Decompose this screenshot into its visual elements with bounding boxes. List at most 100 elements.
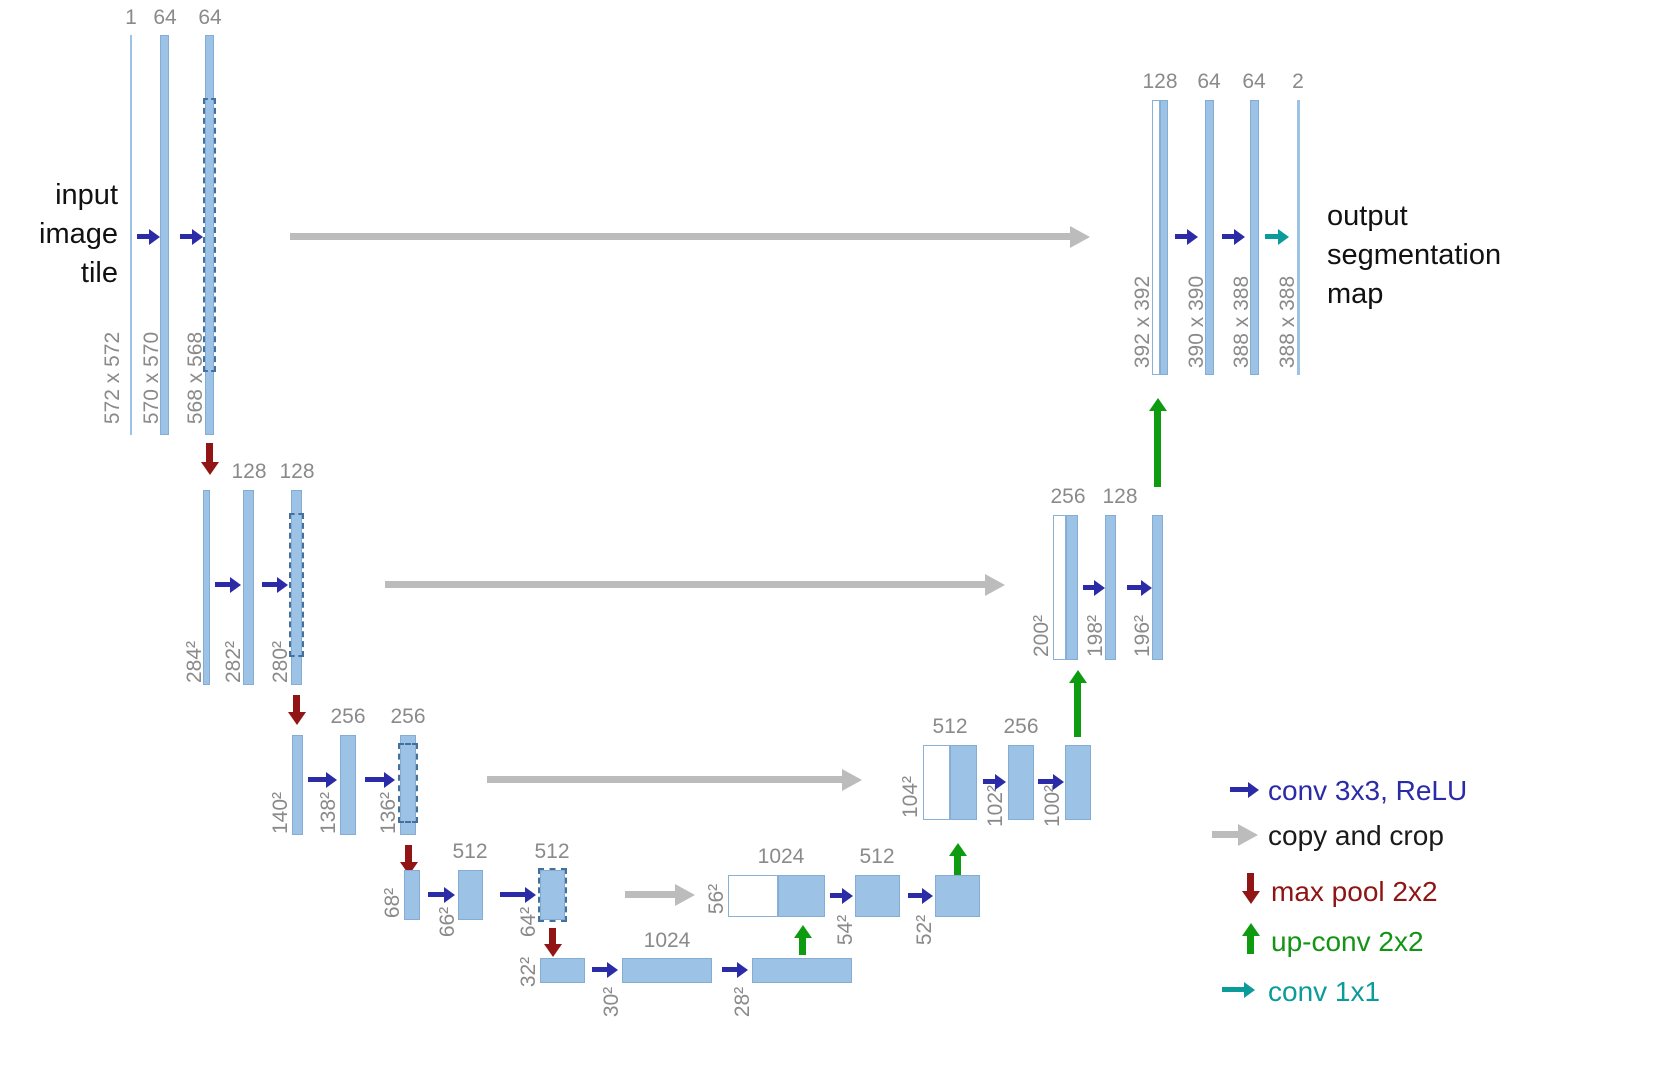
spatial-size-label: 200²	[1030, 614, 1053, 658]
copied-feature-map-bar	[728, 875, 778, 917]
feature-map-bar	[1160, 100, 1168, 375]
channel-count-label: 64	[1197, 70, 1221, 93]
conv-arrow	[1175, 234, 1187, 239]
up-conv-arrow	[954, 856, 961, 875]
crop-outline	[398, 743, 418, 823]
feature-map-bar	[203, 490, 210, 685]
spatial-size-label: 104²	[899, 775, 922, 819]
channel-count-label: 128	[231, 460, 267, 483]
crop-outline	[203, 98, 216, 372]
spatial-size-label: 66²	[436, 906, 459, 938]
conv-1x1-arrow-legend-icon	[1222, 987, 1244, 992]
copy-crop-arrow	[487, 776, 842, 783]
feature-map-bar	[1105, 515, 1116, 660]
spatial-size-label: 136²	[377, 791, 400, 835]
legend-conv1x1-label: conv 1x1	[1268, 976, 1381, 1007]
spatial-size-label: 282²	[222, 640, 245, 684]
feature-map-bar	[205, 35, 214, 435]
feature-map-bar	[855, 875, 900, 917]
up-conv-arrow	[799, 938, 806, 955]
spatial-size-label: 568 x 568	[184, 331, 207, 425]
copied-feature-map-bar	[1053, 515, 1066, 660]
conv-arrow	[592, 967, 607, 972]
conv-arrow	[1222, 234, 1234, 239]
conv-arrow	[308, 777, 326, 782]
channel-count-label: 512	[534, 840, 570, 863]
output-segmentation-map-label: output segmentation map	[1327, 197, 1587, 314]
channel-count-label: 256	[390, 705, 426, 728]
feature-map-bar	[950, 745, 977, 820]
output-label-line3: map	[1327, 278, 1384, 310]
spatial-size-label: 196²	[1131, 614, 1154, 658]
crop-outline	[289, 513, 304, 657]
spatial-size-label: 54²	[834, 914, 857, 946]
spatial-size-label: 52²	[913, 914, 936, 946]
conv-arrow	[1127, 585, 1141, 590]
feature-map-bar	[1297, 100, 1300, 375]
max-pool-arrow	[293, 695, 300, 712]
copy-crop-arrow-legend-icon	[1212, 831, 1238, 838]
spatial-size-label: 572 x 572	[101, 331, 124, 425]
legend-copy-crop-label: copy and crop	[1268, 820, 1444, 851]
max-pool-arrow-legend-icon	[1247, 873, 1254, 891]
channel-count-label: 256	[1050, 485, 1086, 508]
legend-max-pool-label: max pool 2x2	[1271, 876, 1438, 907]
up-conv-arrow-legend-icon	[1247, 936, 1254, 954]
spatial-size-label: 392 x 392	[1131, 275, 1154, 369]
conv-arrow	[137, 234, 149, 239]
channel-count-label: 512	[452, 840, 488, 863]
feature-map-bar	[1152, 515, 1163, 660]
channel-count-label: 1024	[757, 845, 805, 868]
spatial-size-label: 28²	[731, 986, 754, 1018]
max-pool-arrow	[405, 845, 412, 862]
up-conv-arrow	[1154, 411, 1161, 487]
max-pool-arrow	[206, 443, 213, 462]
spatial-size-label: 388 x 388	[1276, 275, 1299, 369]
copied-feature-map-bar	[1152, 100, 1160, 375]
conv-arrow-legend-icon	[1230, 787, 1248, 792]
channel-count-label: 64	[198, 6, 222, 29]
feature-map-bar	[400, 735, 416, 835]
feature-map-bar	[540, 958, 585, 983]
conv-arrow	[262, 582, 277, 587]
spatial-size-label: 100²	[1041, 784, 1064, 828]
crop-outline	[538, 868, 567, 922]
channel-count-label: 128	[1142, 70, 1178, 93]
spatial-size-label: 140²	[269, 791, 292, 835]
conv-arrow	[428, 892, 444, 897]
spatial-size-label: 32²	[517, 956, 540, 988]
up-conv-arrow	[1074, 683, 1081, 737]
legend-conv3x3-label: conv 3x3, ReLU	[1268, 775, 1468, 806]
feature-map-bar	[243, 490, 254, 685]
spatial-size-label: 198²	[1084, 614, 1107, 658]
spatial-size-label: 570 x 570	[140, 331, 163, 425]
feature-map-bar	[291, 490, 302, 685]
input-label-line1: input	[55, 179, 118, 211]
channel-count-label: 64	[153, 6, 177, 29]
feature-map-bar	[404, 870, 420, 920]
feature-map-bar	[935, 875, 980, 917]
spatial-size-label: 64²	[517, 906, 540, 938]
channel-count-label: 1	[125, 6, 137, 29]
spatial-size-label: 390 x 390	[1185, 275, 1208, 369]
spatial-size-label: 102²	[984, 784, 1007, 828]
channel-count-label: 512	[932, 715, 968, 738]
channel-count-label: 512	[859, 845, 895, 868]
spatial-size-label: 138²	[317, 791, 340, 835]
feature-map-bar	[540, 870, 565, 920]
input-label-line2: image	[39, 218, 118, 250]
output-label-line2: segmentation	[1327, 239, 1502, 271]
input-image-tile-label: input image tile	[28, 176, 118, 293]
feature-map-bar	[1250, 100, 1259, 375]
channel-count-label: 256	[1003, 715, 1039, 738]
spatial-size-label: 280²	[269, 640, 292, 684]
legend-up-conv-label: up-conv 2x2	[1271, 926, 1424, 957]
conv-arrow	[908, 893, 922, 898]
spatial-size-label: 56²	[705, 883, 728, 915]
feature-map-bar	[292, 735, 303, 835]
feature-map-bar	[622, 958, 712, 983]
conv-arrow	[830, 893, 842, 898]
max-pool-arrow	[549, 928, 556, 944]
conv-arrow	[180, 234, 192, 239]
